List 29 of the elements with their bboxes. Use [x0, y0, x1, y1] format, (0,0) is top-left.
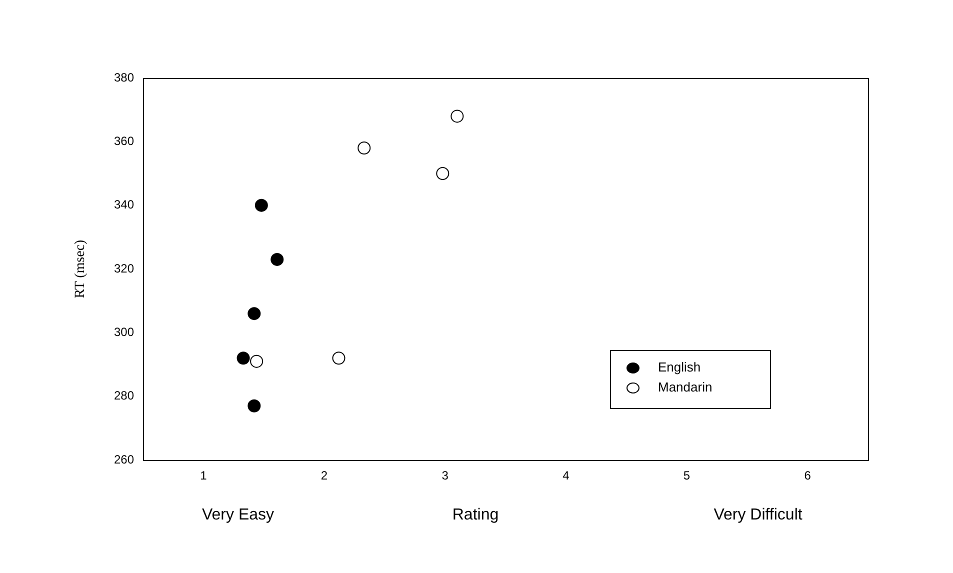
- y-tick-label: 280: [114, 388, 134, 403]
- y-tick-label: 340: [114, 198, 134, 212]
- x-tick-label: 3: [442, 468, 449, 483]
- x-axis-title: Rating: [452, 506, 499, 524]
- y-tick-label: 360: [114, 134, 134, 148]
- y-tick-label: 320: [114, 261, 134, 276]
- y-tick-label: 380: [114, 70, 134, 84]
- text: Very Easy: [202, 506, 274, 524]
- x-tick-label: 4: [562, 468, 570, 483]
- y-tick-label: 260: [114, 452, 134, 466]
- x-tick-label: 1: [200, 468, 208, 483]
- point: [254, 198, 268, 212]
- point: [332, 352, 346, 365]
- legend-label: English: [658, 360, 701, 375]
- y-axis-title: RT (msec): [73, 239, 88, 298]
- point: [250, 354, 264, 368]
- point: [436, 167, 450, 180]
- point: [450, 110, 464, 123]
- point: [270, 252, 284, 266]
- x-tick-label: 6: [804, 468, 812, 483]
- point: [248, 307, 261, 320]
- point: [248, 399, 261, 412]
- point: [358, 142, 371, 155]
- legend-label: Mandarin: [658, 380, 712, 395]
- point: [236, 352, 250, 365]
- x-tick-label: 2: [320, 468, 328, 483]
- text: Very Difficult: [714, 506, 803, 524]
- x-tick-label: 5: [683, 468, 690, 483]
- y-tick-label: 300: [114, 324, 134, 339]
